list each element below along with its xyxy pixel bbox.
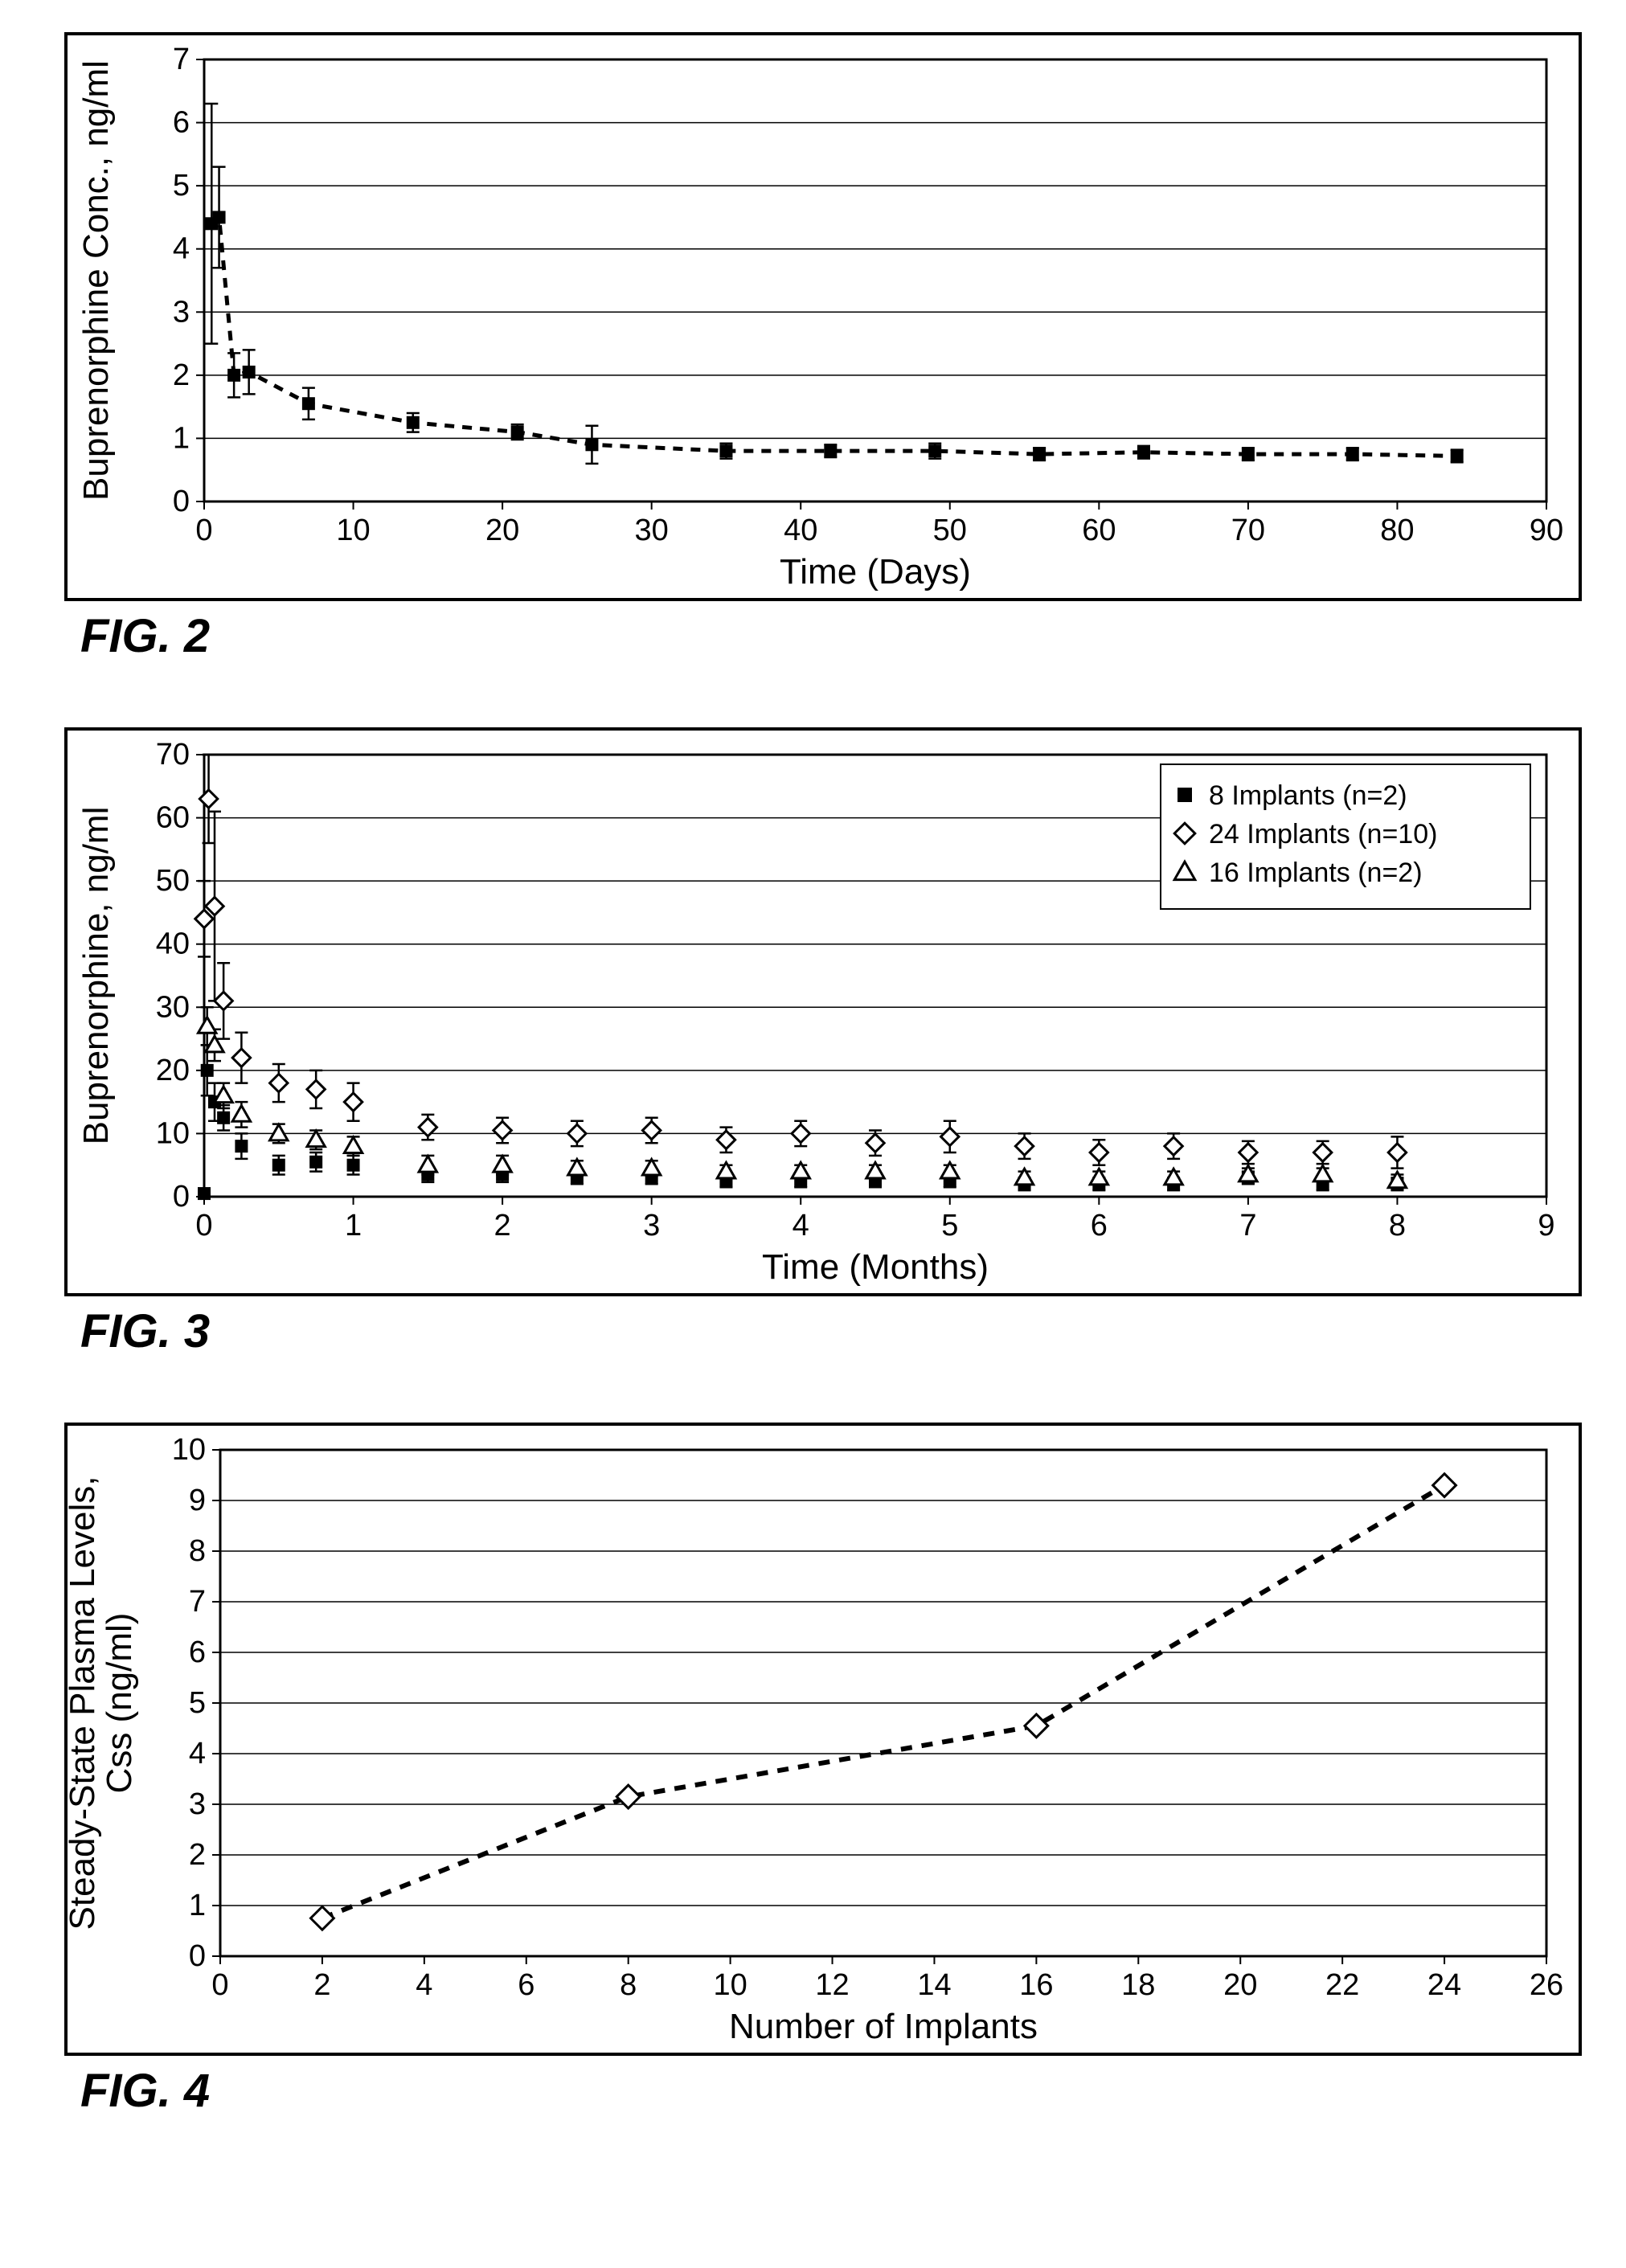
- svg-text:4: 4: [189, 1737, 206, 1771]
- svg-text:1: 1: [173, 421, 190, 455]
- svg-text:4: 4: [173, 232, 190, 266]
- svg-text:26: 26: [1530, 1968, 1563, 2002]
- svg-text:0: 0: [195, 1209, 212, 1242]
- svg-text:24 Implants (n=10): 24 Implants (n=10): [1209, 819, 1437, 849]
- svg-text:90: 90: [1530, 514, 1563, 547]
- svg-text:1: 1: [189, 1889, 206, 1922]
- svg-text:16: 16: [1019, 1968, 1053, 2002]
- svg-text:Time (Days): Time (Days): [780, 552, 971, 592]
- svg-text:5: 5: [941, 1209, 958, 1242]
- svg-text:20: 20: [156, 1054, 190, 1087]
- svg-text:24: 24: [1427, 1968, 1461, 2002]
- svg-text:10: 10: [172, 1433, 206, 1467]
- svg-text:7: 7: [189, 1585, 206, 1619]
- svg-text:30: 30: [635, 514, 669, 547]
- svg-text:14: 14: [917, 1968, 951, 2002]
- svg-text:8: 8: [189, 1534, 206, 1568]
- svg-text:10: 10: [336, 514, 370, 547]
- figure-3: 0 10 20 30 40 50 60 70 0 1 2 3 4 5 6 7 8 9 Time (Months) Bu…: [24, 727, 1602, 1358]
- svg-text:10: 10: [156, 1116, 190, 1150]
- svg-text:3: 3: [189, 1787, 206, 1821]
- svg-text:20: 20: [485, 514, 519, 547]
- svg-text:5: 5: [189, 1686, 206, 1720]
- fig3-chart-frame: 0 10 20 30 40 50 60 70 0 1 2 3 4 5 6 7 8 9 Time (Months) Bu…: [64, 727, 1582, 1296]
- svg-text:60: 60: [156, 801, 190, 835]
- svg-text:70: 70: [156, 738, 190, 772]
- svg-text:40: 40: [784, 514, 817, 547]
- fig4-chart-frame: 01234567891002468101214161820222426Numbe…: [64, 1423, 1582, 2056]
- svg-text:8: 8: [620, 1968, 637, 2002]
- svg-text:18: 18: [1121, 1968, 1155, 2002]
- svg-text:30: 30: [156, 990, 190, 1024]
- svg-text:Buprenorphine, ng/ml: Buprenorphine, ng/ml: [76, 807, 116, 1145]
- svg-text:2: 2: [173, 358, 190, 392]
- svg-text:6: 6: [189, 1635, 206, 1669]
- svg-text:6: 6: [173, 106, 190, 140]
- svg-text:20: 20: [1223, 1968, 1257, 2002]
- svg-text:10: 10: [713, 1968, 747, 2002]
- svg-text:40: 40: [156, 927, 190, 961]
- figure-2: 012345670102030405060708090Time (Days)Bu…: [24, 32, 1602, 663]
- svg-text:7: 7: [173, 43, 190, 76]
- svg-text:0: 0: [173, 1180, 190, 1214]
- svg-text:60: 60: [1082, 514, 1116, 547]
- svg-text:1: 1: [345, 1209, 362, 1242]
- figure-4: 01234567891002468101214161820222426Numbe…: [24, 1423, 1602, 2118]
- fig2-chart-frame: 012345670102030405060708090Time (Days)Bu…: [64, 32, 1582, 601]
- svg-text:9: 9: [189, 1484, 206, 1517]
- fig4-caption: FIG. 4: [80, 2064, 1602, 2118]
- svg-text:12: 12: [815, 1968, 849, 2002]
- svg-text:50: 50: [933, 514, 967, 547]
- svg-text:6: 6: [518, 1968, 534, 2002]
- svg-text:80: 80: [1380, 514, 1414, 547]
- svg-text:50: 50: [156, 864, 190, 898]
- svg-text:0: 0: [211, 1968, 228, 2002]
- svg-text:2: 2: [189, 1838, 206, 1872]
- fig3-caption: FIG. 3: [80, 1304, 1602, 1358]
- svg-text:7: 7: [1239, 1209, 1256, 1242]
- svg-text:5: 5: [173, 169, 190, 203]
- svg-text:3: 3: [173, 295, 190, 329]
- svg-text:4: 4: [793, 1209, 809, 1242]
- svg-text:6: 6: [1091, 1209, 1108, 1242]
- svg-text:0: 0: [195, 514, 212, 547]
- svg-text:2: 2: [313, 1968, 330, 2002]
- svg-text:Buprenorphine Conc., ng/ml: Buprenorphine Conc., ng/ml: [76, 60, 116, 501]
- svg-text:Number of Implants: Number of Implants: [729, 2007, 1038, 2046]
- svg-text:0: 0: [189, 1939, 206, 1973]
- svg-text:16 Implants (n=2): 16 Implants (n=2): [1209, 858, 1423, 888]
- svg-text:4: 4: [416, 1968, 432, 2002]
- svg-text:3: 3: [643, 1209, 660, 1242]
- fig2-caption: FIG. 2: [80, 609, 1602, 663]
- svg-text:70: 70: [1231, 514, 1265, 547]
- svg-text:Time (Months): Time (Months): [762, 1247, 989, 1287]
- svg-text:Steady-State Plasma Levels,Css: Steady-State Plasma Levels,Css (ng/ml): [68, 1476, 139, 1930]
- svg-text:8: 8: [1389, 1209, 1406, 1242]
- svg-text:0: 0: [173, 485, 190, 518]
- svg-text:8 Implants (n=2): 8 Implants (n=2): [1209, 780, 1407, 811]
- svg-text:2: 2: [494, 1209, 511, 1242]
- svg-text:9: 9: [1538, 1209, 1554, 1242]
- svg-text:22: 22: [1325, 1968, 1359, 2002]
